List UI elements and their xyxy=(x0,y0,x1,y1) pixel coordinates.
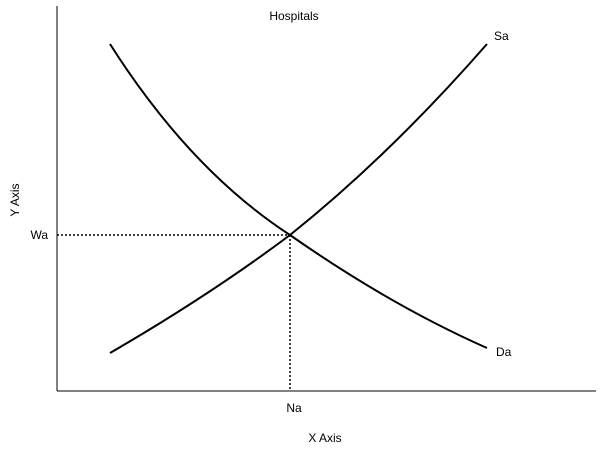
demand-curve xyxy=(109,43,488,349)
equilibrium-quantity-label: Na xyxy=(286,401,302,415)
chart-title: Hospitals xyxy=(269,9,318,23)
x-axis-label: X Axis xyxy=(308,431,341,445)
supply-curve-label: Sa xyxy=(494,29,509,43)
supply-curve xyxy=(109,43,488,354)
equilibrium-price-label: Wa xyxy=(30,228,48,242)
demand-curve-label: Da xyxy=(496,345,512,359)
y-axis-label: Y Axis xyxy=(8,183,22,216)
